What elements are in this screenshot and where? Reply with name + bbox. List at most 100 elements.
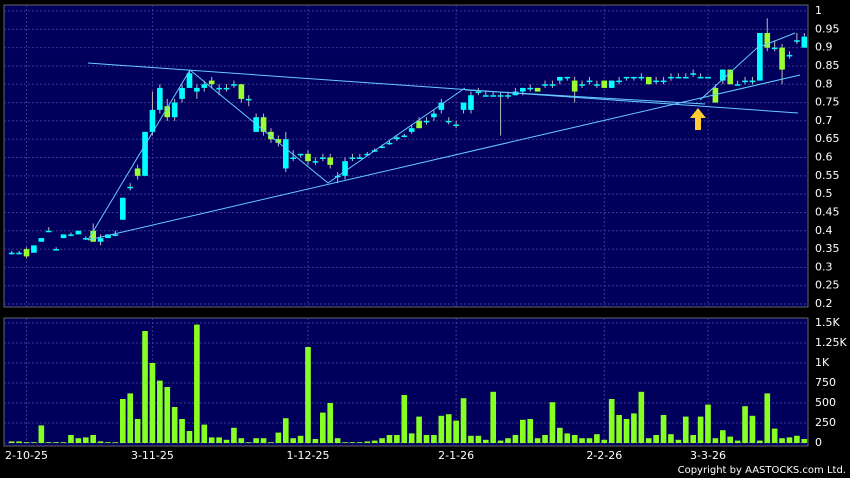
candle-body: [53, 249, 59, 251]
arrow: [690, 108, 706, 130]
candle-body: [579, 84, 585, 86]
y-tick-label: 1.25K: [815, 336, 847, 349]
candle-body: [764, 32, 771, 48]
volume-bar: [223, 439, 230, 443]
x-tick-label: 3-3-26: [690, 449, 726, 462]
candle-body: [231, 84, 237, 86]
volume-bar: [512, 435, 519, 443]
volume-bar: [779, 438, 785, 443]
x-tick-label: 1-12-25: [287, 449, 330, 462]
volume-bar: [349, 442, 356, 443]
y-tick-label: 0.4: [815, 224, 833, 237]
x-tick-label: 2-2-26: [586, 449, 622, 462]
y-tick-label: 0.65: [815, 132, 840, 145]
volume-bar: [468, 435, 474, 443]
volume-bar: [275, 432, 282, 443]
volume-bar: [542, 435, 548, 443]
candle-body: [90, 230, 96, 242]
volume-bar: [112, 442, 119, 443]
candle-body: [16, 252, 22, 255]
volume-bar: [623, 419, 630, 443]
candle-body: [194, 87, 200, 92]
volume-bar: [245, 442, 252, 443]
candle-body: [68, 234, 74, 236]
candle-body: [38, 238, 45, 242]
volume-bar: [608, 399, 615, 443]
candle-body: [142, 131, 148, 176]
candle-body: [134, 168, 141, 176]
volume-bar: [97, 441, 104, 443]
volume-bar: [231, 427, 237, 443]
candle-body: [475, 91, 482, 94]
volume-bar: [734, 440, 741, 443]
volume-bar: [408, 433, 415, 443]
y-tick-label: 0.75: [815, 96, 840, 109]
volume-bar: [497, 440, 504, 443]
candle-body: [749, 80, 756, 83]
candle-body: [394, 137, 400, 140]
volume-bar: [238, 438, 245, 443]
candle-body: [216, 87, 222, 90]
candle-body: [423, 120, 430, 123]
volume-bar: [594, 434, 600, 443]
volume-bar: [749, 415, 756, 443]
candle-body: [201, 84, 208, 88]
volume-bar: [705, 404, 711, 443]
candle-body: [386, 142, 393, 145]
volume-bar: [771, 428, 778, 443]
candle-body: [342, 161, 348, 176]
volume-bar: [105, 442, 111, 443]
volume-bar: [557, 427, 563, 443]
candle-body: [60, 234, 67, 239]
trend-line: [464, 89, 706, 105]
volume-bar: [757, 440, 763, 443]
candle-body: [120, 197, 126, 220]
volume-bar: [186, 431, 193, 443]
volume-bar: [453, 420, 459, 443]
candle-body: [727, 69, 734, 85]
volume-bar: [127, 393, 134, 443]
volume-bar: [690, 435, 696, 443]
candle-body: [594, 84, 600, 86]
volume-bar: [312, 439, 319, 443]
candle-body: [697, 76, 704, 79]
volume-bar: [342, 442, 348, 443]
volume-bar: [142, 331, 148, 443]
candle-body: [705, 76, 711, 79]
volume-bar: [764, 393, 771, 443]
candle-body: [238, 84, 245, 99]
candle-body: [445, 120, 452, 123]
candle-body: [282, 139, 289, 169]
candle-body: [312, 161, 319, 163]
volume-bar: [8, 441, 15, 443]
volume-bar: [320, 412, 326, 443]
volume-bar: [786, 437, 793, 443]
candle-body: [460, 102, 467, 110]
volume-bar: [460, 398, 467, 443]
candle-body: [742, 80, 748, 83]
volume-bar: [379, 438, 385, 443]
volume-bar: [697, 416, 704, 443]
candle-body: [660, 80, 667, 83]
candle-body: [23, 249, 30, 257]
volume-bar: [297, 435, 304, 443]
candle-body: [349, 157, 356, 159]
volume-bar: [482, 439, 489, 443]
volume-bar: [586, 438, 593, 443]
y-tick-label: 250: [815, 416, 836, 429]
y-tick-label: 0.5: [815, 187, 833, 200]
volume-bar: [579, 438, 585, 443]
candle-body: [438, 102, 445, 110]
y-tick-label: 0.6: [815, 151, 833, 164]
volume-bar: [549, 402, 556, 443]
volume-bar: [527, 419, 534, 443]
candle-body: [275, 139, 282, 143]
y-tick-label: 0.35: [815, 242, 840, 255]
candle-body: [638, 76, 645, 79]
candle-body: [31, 245, 37, 253]
volume-bar: [475, 435, 482, 443]
volume-bar: [45, 442, 52, 443]
candle-body: [653, 80, 659, 83]
volume-bar: [90, 435, 96, 443]
volume-bar: [134, 419, 141, 443]
